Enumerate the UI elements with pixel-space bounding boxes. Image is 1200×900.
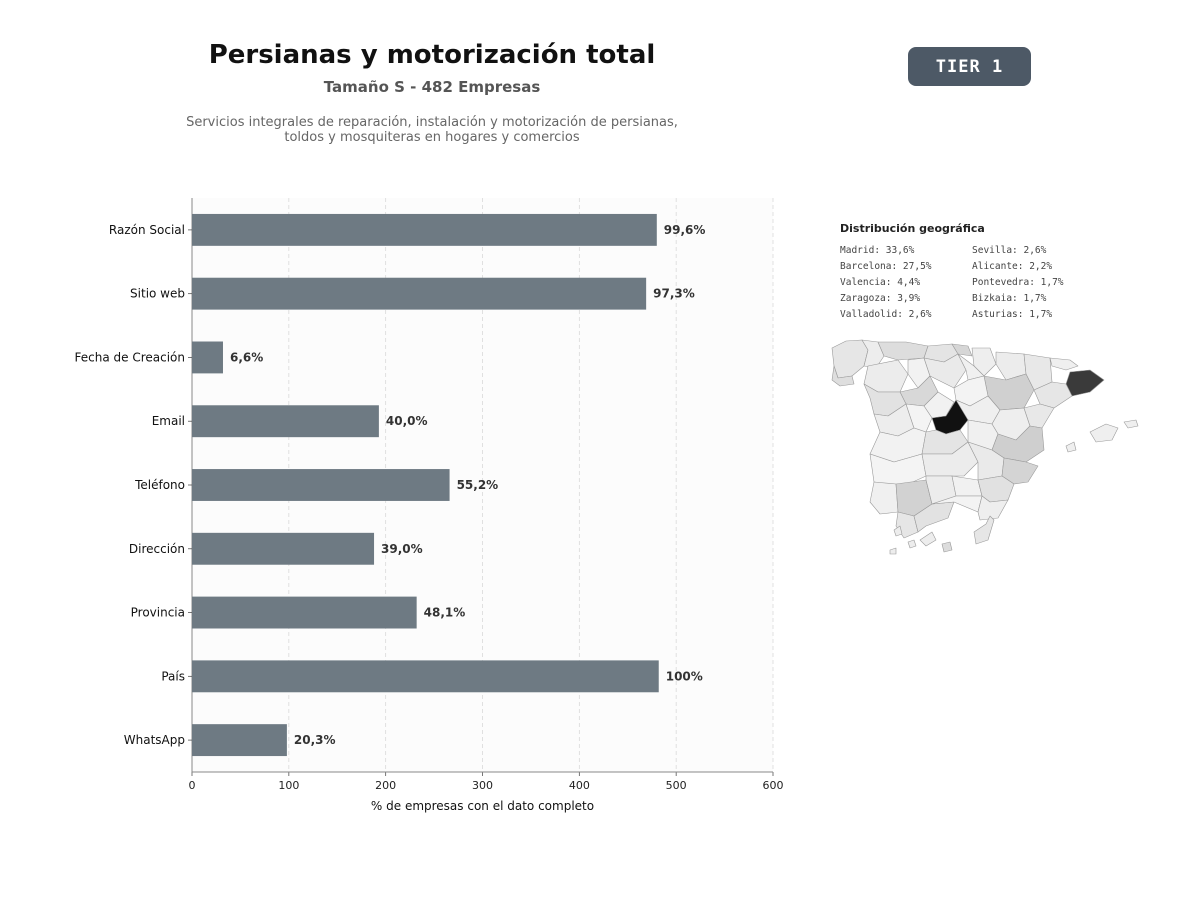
chart-description: Servicios integrales de reparación, inst… [186,115,678,145]
x-tick-label: 600 [763,779,784,792]
x-tick-label: 400 [569,779,590,792]
y-tick-label: País [161,669,185,683]
x-tick-label: 0 [189,779,196,792]
y-tick-label: Provincia [131,606,185,620]
bar [192,405,379,438]
data-label: 40,0% [386,414,428,428]
map-region-menorca [1123,419,1139,429]
geo-distribution-panel: Distribución geográfica Madrid: 33,6% Se… [840,222,1140,321]
data-label: 48,1% [424,606,466,620]
map-region-ibiza [1065,441,1077,453]
chart-title: Persianas y motorización total [208,40,656,70]
geo-title: Distribución geográfica [840,222,985,235]
x-tick-label: 200 [375,779,396,792]
map-region-canarias-4 [941,541,953,553]
geo-item: Valencia: 4,4% [840,277,921,288]
bar-chart: 0 100 200 300 400 500 600 Razón Social 99,6% Siti… [75,198,784,813]
bar [192,469,450,501]
geo-item: Alicante: 2,2% [972,261,1053,272]
bar [192,277,647,310]
x-axis-label: % de empresas con el dato completo [371,799,594,813]
map-region-canarias-5 [973,515,995,545]
map-region-asturias [877,341,929,361]
map-region-canarias-3 [919,531,937,547]
bar [192,724,287,757]
geo-item: Madrid: 33,6% [840,245,915,256]
tier-badge: TIER 1 [908,47,1031,86]
geo-item: Zaragoza: 3,9% [840,293,921,304]
geo-item: Sevilla: 2,6% [972,245,1047,256]
map-region-canarias-6 [889,547,897,555]
map-region-castellon [1023,403,1055,429]
data-label: 55,2% [457,478,499,492]
data-label: 100% [666,669,703,683]
map-region-bizkaia [951,343,973,357]
map-region-girona [1049,357,1079,371]
map-region-pontevedra [831,365,855,387]
map-region-canarias-2 [907,539,917,549]
y-tick-label: WhatsApp [124,733,185,747]
map-region-avila [905,403,933,433]
map-region-navarra [971,347,997,377]
bar [192,213,657,246]
geo-item: Barcelona: 27,5% [840,261,932,272]
y-tick-label: Razón Social [109,223,185,237]
bar [192,660,659,693]
geo-item: Pontevedra: 1,7% [972,277,1064,288]
map-region-almeria [977,495,1009,521]
x-tick-label: 500 [666,779,687,792]
x-tick-label: 100 [278,779,299,792]
y-tick-label: Sitio web [130,287,185,301]
geo-item: Bizkaia: 1,7% [972,293,1047,304]
geo-list: Madrid: 33,6% Sevilla: 2,6% Barcelona: 2… [840,244,1140,321]
y-tick-label: Fecha de Creación [75,350,185,364]
data-label: 97,3% [653,287,695,301]
bar [192,532,375,565]
y-tick-label: Teléfono [134,478,185,492]
map-region-jaen [951,475,983,497]
map-region-huelva [869,481,899,515]
bar [192,596,417,629]
data-label: 39,0% [381,542,423,556]
geo-item: Valladolid: 2,6% [840,309,932,320]
chart-subtitle: Tamaño S - 482 Empresas [323,78,541,96]
data-label: 6,6% [230,350,263,364]
map-region-galicia [831,339,869,379]
x-tick-label: 300 [472,779,493,792]
map-region-barcelona [1065,369,1105,397]
bar [192,341,223,374]
spain-map [831,339,1139,555]
data-label: 20,3% [294,733,336,747]
map-region-mallorca [1089,423,1119,443]
map-region-canarias-1 [893,525,903,537]
data-label: 99,6% [664,223,706,237]
y-tick-label: Email [152,414,185,428]
y-tick-label: Dirección [129,542,185,556]
geo-item: Asturias: 1,7% [972,309,1053,320]
